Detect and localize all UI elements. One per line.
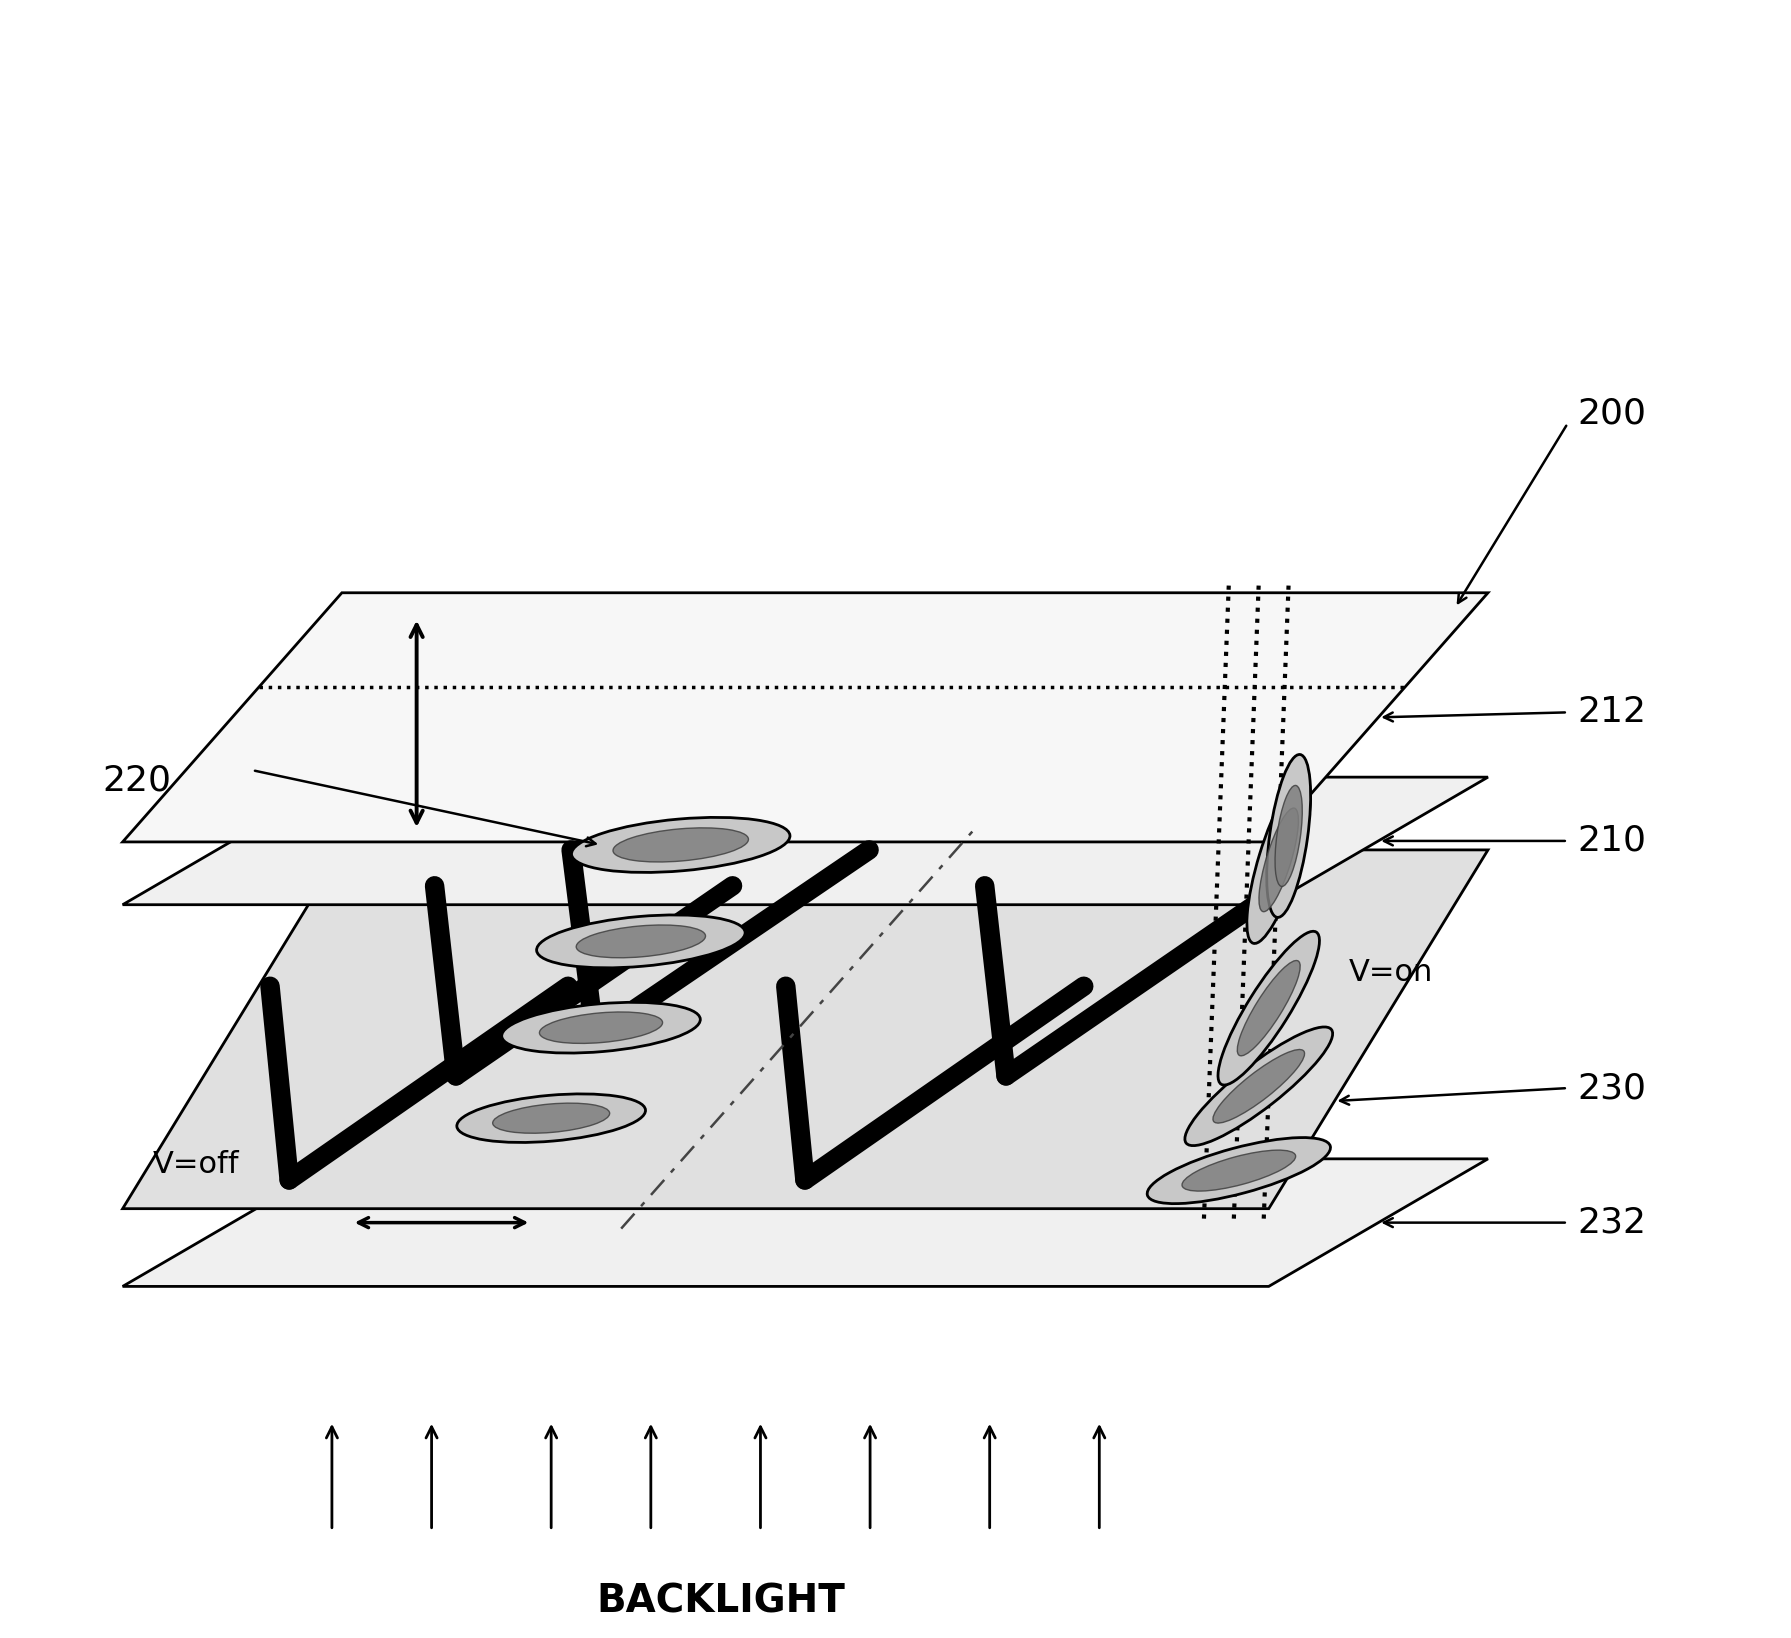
Text: 210: 210 [1578,824,1646,858]
Ellipse shape [571,817,790,873]
Ellipse shape [457,1094,645,1142]
Text: V=on: V=on [1349,958,1433,988]
Ellipse shape [1148,1137,1331,1204]
Text: 230: 230 [1578,1071,1646,1106]
Polygon shape [122,776,1488,904]
Text: 200: 200 [1578,396,1646,431]
Ellipse shape [539,1012,663,1043]
Text: BACKLIGHT: BACKLIGHT [596,1582,845,1620]
Ellipse shape [493,1102,609,1133]
Text: V=off: V=off [152,1150,238,1179]
Ellipse shape [1238,960,1300,1057]
Ellipse shape [1247,776,1311,943]
Polygon shape [122,1158,1488,1286]
Text: 232: 232 [1578,1206,1646,1240]
Ellipse shape [537,916,745,968]
Text: 212: 212 [1578,696,1646,729]
Polygon shape [122,593,1488,842]
Ellipse shape [613,827,749,862]
Ellipse shape [501,1002,700,1053]
Ellipse shape [1182,1150,1295,1191]
Ellipse shape [577,925,706,958]
Ellipse shape [1186,1027,1333,1145]
Polygon shape [122,850,1488,1209]
Ellipse shape [1275,786,1302,886]
Text: 220: 220 [102,763,172,798]
Ellipse shape [1259,808,1298,912]
Ellipse shape [1266,755,1311,917]
Ellipse shape [1218,932,1320,1084]
Ellipse shape [1213,1050,1304,1124]
